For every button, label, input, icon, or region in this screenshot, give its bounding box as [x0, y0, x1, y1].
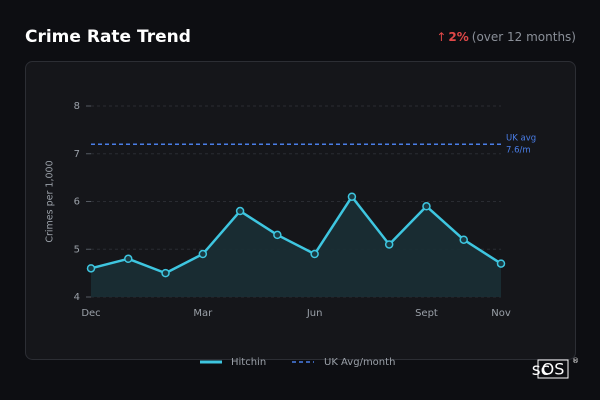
- point: [124, 254, 133, 264]
- change-arrow: ↑: [436, 30, 446, 44]
- point: [459, 235, 468, 244]
- point: [347, 192, 357, 201]
- logo-boxed: OS: [542, 360, 565, 379]
- point: [86, 264, 96, 273]
- point: [161, 268, 170, 278]
- title: Crime Rate Trend: [25, 27, 191, 47]
- change-note: (over 12 months): [472, 30, 576, 44]
- logo-box: [537, 359, 569, 379]
- legend-label: Hitchin: [231, 357, 266, 368]
- area: [91, 196, 501, 297]
- y-tick-label: 7: [74, 149, 80, 160]
- logo-mark: ®: [572, 357, 579, 365]
- y-tick-label: 4: [74, 292, 80, 303]
- point: [273, 230, 282, 240]
- line: [90, 195, 502, 275]
- x-tick-label: Sept: [415, 308, 438, 319]
- plot: Crimes per 1,000 4 5 6 7 8 Dec Mar Jun Sept Nov UK …: [45, 101, 537, 319]
- y-tick-label: 5: [74, 244, 80, 255]
- x-tick-label: Jun: [306, 308, 323, 319]
- change: ↑ 2% (over 12 months): [436, 30, 576, 44]
- reference-annotation: 7.6/m: [506, 146, 531, 156]
- point: [235, 206, 245, 216]
- point: [310, 249, 319, 259]
- point: [496, 259, 506, 268]
- x-tick-label: Mar: [193, 308, 213, 319]
- x-tick-label: Dec: [81, 308, 100, 319]
- legend-label: UK Avg/month: [324, 357, 395, 368]
- point: [384, 240, 394, 249]
- y-tick-label: 8: [74, 101, 80, 112]
- logo-text: sc: [532, 360, 550, 380]
- x-tick-label: Nov: [491, 308, 511, 319]
- y-axis-label: Crimes per 1,000: [45, 160, 56, 242]
- y-tick-label: 6: [74, 197, 80, 208]
- point: [198, 249, 208, 259]
- point: [422, 202, 431, 211]
- change-value: 2%: [448, 30, 468, 44]
- reference-annotation: UK avg: [506, 134, 536, 144]
